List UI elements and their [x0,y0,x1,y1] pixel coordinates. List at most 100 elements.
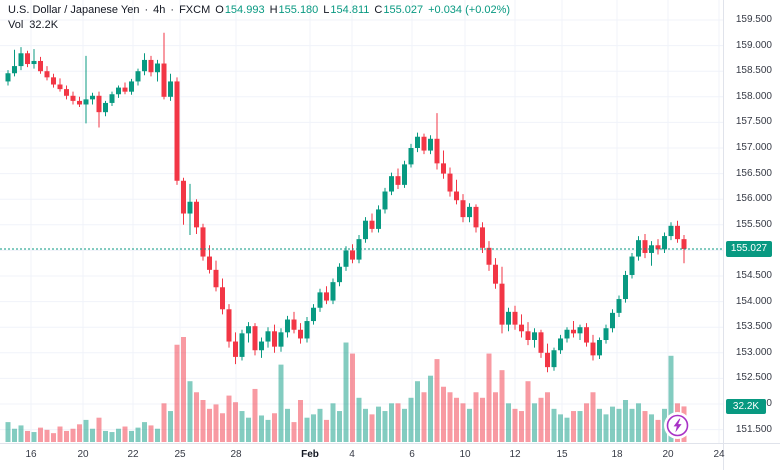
volume-legend[interactable]: Vol 32.2K [8,18,58,32]
time-axis[interactable]: 16 20 22 25 28 Feb 4 6 10 12 15 18 20 24 [0,443,780,470]
price-axis-label: 157.000 [735,142,772,153]
time-axis-label: 22 [127,449,139,460]
candle-body [70,95,76,101]
candle-body [265,331,271,342]
candle-body [64,89,69,96]
candle-body [18,53,24,67]
candle-body [220,287,225,310]
volume-bar [324,419,329,442]
candle-body [681,239,687,250]
volume-bar [44,429,50,442]
candle-body [649,245,654,253]
volume-bar [103,430,108,442]
candle-body [642,240,648,253]
price-axis[interactable]: 151.500152.000152.500153.000153.500154.0… [723,0,780,443]
volume-bar [83,419,89,442]
candle-body [207,256,212,270]
volume-bar [512,408,518,442]
volume-bar [109,432,115,442]
candle-body [558,338,563,351]
volume-bar [259,415,264,442]
low-value: L 154.811 [323,4,370,16]
volume-bar [519,411,524,442]
volume-bar [96,417,102,442]
volume-bar [343,342,349,442]
candle-body [122,87,128,92]
candle-body [226,309,232,342]
volume-bar [70,428,76,442]
open-value: O 154.993 [215,4,265,16]
candle-body [142,59,147,72]
volume-bar [278,364,284,442]
volume-bar [317,408,323,442]
candle-body [343,250,349,267]
volume-bar [564,417,570,442]
candle-body [538,332,544,353]
candle-body [577,327,583,334]
volume-bar [655,419,661,442]
volume-bar [434,359,440,442]
volume-bar [246,417,251,442]
candle-body [285,319,290,333]
volume-bar [447,392,453,442]
candle-body [44,71,50,78]
candle-body [525,331,531,340]
volume-bar [239,411,245,442]
instant-trade-button[interactable] [666,414,689,437]
volume-bar [135,427,141,442]
volume-bar [116,428,121,442]
candle-body [213,269,219,288]
candle-body [447,173,453,192]
volume-bar [382,411,388,442]
candle-body [460,200,466,218]
candle-body [96,95,102,113]
volume-bar [304,417,310,442]
volume-bar [233,402,238,442]
volume-bar [356,397,362,442]
exchange-label: FXCM [179,4,211,16]
candle-body [109,94,115,103]
legend-separator: · [170,4,175,16]
volume-bar [441,386,446,442]
candle-body [233,341,238,357]
price-axis-label: 153.500 [735,321,772,333]
price-axis-label: 152.500 [735,372,772,384]
price-axis-label: 157.500 [735,116,772,128]
candle-body [317,292,323,308]
volume-label: Vol [8,19,24,31]
volume-bar [64,430,69,442]
candle-body [584,327,589,343]
volume-bar [272,413,277,442]
volume-bar [532,403,537,442]
volume-bar [506,403,511,442]
candle-body [57,84,63,90]
candle-body [259,341,264,351]
candle-body [38,60,43,72]
volume-bar [57,426,63,442]
volume-value-badge: 32.2K [726,399,766,414]
volume-bar [610,406,615,442]
candle-body [454,191,459,201]
candle-body [304,321,310,339]
price-axis-label: 158.500 [735,65,772,77]
interval-label: 4h [153,4,166,16]
volume-bar [252,388,258,442]
volume-bar [363,408,368,442]
volume-bar [473,392,479,442]
candle-body [103,102,108,113]
candle-body [174,81,180,181]
volume-bar [5,422,11,442]
price-axis-label: 155.500 [735,218,772,230]
volume-bar [590,392,596,442]
symbol-legend[interactable]: U.S. Dollar / Japanese Yen · 4h · FXCM O… [8,3,510,17]
candle-body [415,136,420,148]
candle-body [441,163,446,174]
volume-bar [486,353,492,442]
volume-bar [538,397,544,442]
candle-body [402,164,407,185]
candle-body [675,225,680,240]
volume-bar [402,408,407,442]
last-price-badge: 155.027 [726,241,772,257]
volume-bar [142,422,147,442]
